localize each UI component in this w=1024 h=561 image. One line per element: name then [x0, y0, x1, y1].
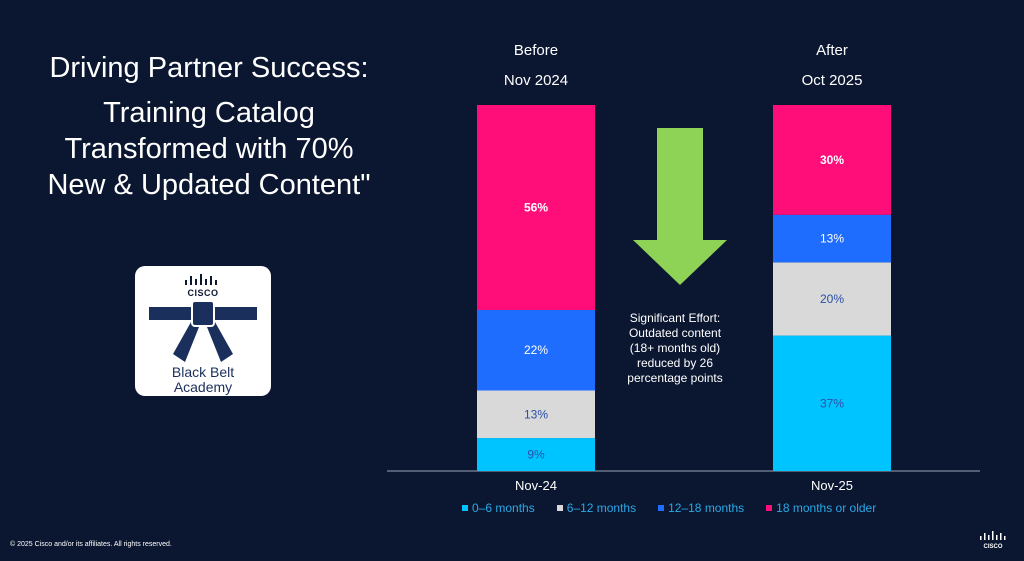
badge-line-2: Academy — [173, 379, 233, 395]
legend-label: 6–12 months — [566, 501, 637, 515]
legend-label: 12–18 months — [668, 501, 745, 515]
legend-swatch — [556, 505, 563, 511]
legend-swatch — [462, 505, 468, 511]
annotation-line: (18+ months old) — [629, 341, 721, 355]
x-tick-label: Nov-24 — [515, 478, 557, 493]
column-date: Nov 2024 — [504, 72, 568, 89]
annotation-line: reduced by 26 — [636, 356, 714, 370]
data-label: 56% — [524, 200, 548, 214]
legend-item: 12–18 months — [658, 501, 744, 515]
down-arrow-icon — [633, 128, 727, 285]
cisco-logo-small-icon — [980, 531, 1006, 540]
annotation-line: percentage points — [627, 371, 723, 385]
black-belt-icon — [149, 300, 257, 362]
data-label: 22% — [524, 343, 548, 357]
legend-swatch — [766, 505, 773, 511]
badge-brand: CISCO — [187, 288, 219, 298]
black-belt-academy-badge: CISCO Black Belt Academy — [135, 266, 271, 396]
cisco-logo-footer: CISCO — [978, 529, 1008, 553]
slide-subtitle: Training Catalog Transformed with 70% Ne… — [0, 95, 418, 203]
column-header: Before — [514, 42, 558, 59]
data-label: 37% — [820, 396, 844, 410]
data-label: 13% — [820, 232, 844, 246]
legend-swatch — [658, 505, 665, 511]
chart-legend: 0–6 months 6–12 months 12–18 months 18 mont… — [462, 501, 876, 515]
copyright-footer: © 2025 Cisco and/or its affiliates. All … — [10, 541, 172, 548]
legend-item: 18 months or older — [766, 501, 876, 515]
cisco-logo-text: CISCO — [983, 544, 1003, 550]
bar-segment-Nov-24-18-months-or-older — [477, 105, 595, 310]
annotation-line: Significant Effort: — [629, 311, 721, 325]
badge-line-1: Black Belt — [171, 364, 235, 380]
bar-segment-Nov-25-6-12-months — [773, 262, 891, 336]
data-label: 13% — [524, 407, 548, 421]
data-label: 30% — [820, 153, 844, 167]
data-label: 20% — [820, 292, 844, 306]
subtitle-line-1: Training Catalog — [103, 97, 315, 129]
x-tick-label: Nov-25 — [811, 478, 853, 493]
cisco-logo-icon — [185, 274, 217, 285]
data-label: 9% — [527, 448, 545, 462]
annotation-line: Outdated content — [628, 326, 722, 340]
bar-segment-Nov-24-6-12-months — [477, 390, 595, 439]
column-header: After — [816, 42, 848, 59]
bar-segment-Nov-25-0-6-months — [773, 335, 891, 471]
legend-item: 0–6 months — [462, 501, 535, 515]
bar-segment-Nov-25-18-months-or-older — [773, 105, 891, 215]
bar-segment-Nov-25-12-18-months — [773, 214, 891, 263]
column-date: Oct 2025 — [802, 72, 863, 89]
bar-segment-Nov-24-0-6-months — [477, 438, 595, 471]
legend-item: 6–12 months — [556, 501, 637, 515]
legend-label: 0–6 months — [472, 501, 535, 515]
bar-segment-Nov-24-12-18-months — [477, 309, 595, 391]
annotation-text: Significant Effort: Outdated content (18+ … — [610, 311, 740, 386]
legend-label: 18 months or older — [776, 501, 877, 515]
subtitle-line-3: New & Updated Content" — [47, 169, 371, 201]
subtitle-line-2: Transformed with 70% — [64, 133, 354, 165]
slide-title: Driving Partner Success: — [49, 52, 369, 84]
